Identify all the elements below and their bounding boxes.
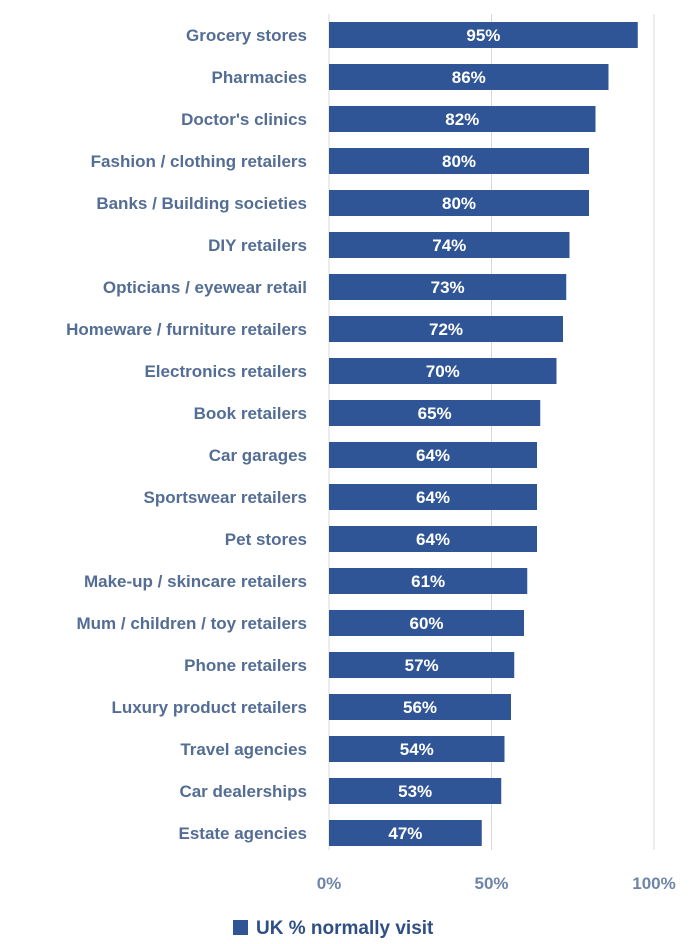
x-axis-ticks: 0% 50% 100% xyxy=(317,874,676,893)
bar xyxy=(329,694,511,720)
bar-value-label: 61% xyxy=(411,572,445,591)
bar-value-label: 95% xyxy=(466,26,500,45)
bar-value-label: 60% xyxy=(409,614,443,633)
legend-label: UK % normally visit xyxy=(256,918,434,939)
bar-value-label: 64% xyxy=(416,446,450,465)
bar xyxy=(329,442,537,468)
bar xyxy=(329,736,505,762)
bar-value-label: 47% xyxy=(388,824,422,843)
bar-value-label: 80% xyxy=(442,152,476,171)
category-label: Pharmacies xyxy=(212,68,307,87)
category-label: Homeware / furniture retailers xyxy=(66,320,307,339)
category-label: Mum / children / toy retailers xyxy=(76,614,307,633)
bar-value-label: 74% xyxy=(432,236,466,255)
category-label: Electronics retailers xyxy=(144,362,307,381)
bar-value-label: 86% xyxy=(452,68,486,87)
bar-value-label: 65% xyxy=(418,404,452,423)
category-label: Travel agencies xyxy=(180,740,307,759)
bar-value-label: 53% xyxy=(398,782,432,801)
bar xyxy=(329,22,638,48)
bar xyxy=(329,400,541,426)
bars xyxy=(329,22,638,846)
bar xyxy=(329,820,482,846)
bar-value-label: 64% xyxy=(416,488,450,507)
bar xyxy=(329,190,589,216)
bar xyxy=(329,526,537,552)
category-label: Fashion / clothing retailers xyxy=(91,152,307,171)
category-label: Car garages xyxy=(209,446,307,465)
bar xyxy=(329,274,567,300)
bar xyxy=(329,652,515,678)
legend: UK % normally visit xyxy=(233,918,434,939)
bar-value-label: 54% xyxy=(400,740,434,759)
bar xyxy=(329,568,528,594)
bar xyxy=(329,778,502,804)
category-label: Banks / Building societies xyxy=(96,194,307,213)
category-label: Car dealerships xyxy=(179,782,307,801)
bar-value-label: 72% xyxy=(429,320,463,339)
legend-swatch xyxy=(233,920,248,935)
category-label: DIY retailers xyxy=(208,236,307,255)
category-label: Book retailers xyxy=(194,404,307,423)
bar xyxy=(329,148,589,174)
bar xyxy=(329,64,609,90)
bar xyxy=(329,106,596,132)
bar-value-label: 80% xyxy=(442,194,476,213)
category-label: Luxury product retailers xyxy=(111,698,307,717)
category-labels: Grocery stores Pharmacies Doctor's clinics… xyxy=(66,26,307,843)
category-label: Opticians / eyewear retail xyxy=(103,278,307,297)
bar xyxy=(329,316,563,342)
x-tick-label: 100% xyxy=(632,874,675,893)
bar xyxy=(329,484,537,510)
x-tick-label: 0% xyxy=(317,874,342,893)
data-labels: 95% 86% 82% 80% 80% 74% 73% 72% 70% 65% 64% 64% 64% 6… xyxy=(388,26,500,843)
bar-value-label: 73% xyxy=(431,278,465,297)
category-label: Make-up / skincare retailers xyxy=(84,572,307,591)
category-label: Doctor's clinics xyxy=(181,110,307,129)
bar-value-label: 82% xyxy=(445,110,479,129)
bar-value-label: 57% xyxy=(405,656,439,675)
gridlines xyxy=(328,14,655,850)
category-label: Pet stores xyxy=(225,530,307,549)
bar-value-label: 56% xyxy=(403,698,437,717)
category-label: Sportswear retailers xyxy=(144,488,307,507)
category-label: Phone retailers xyxy=(184,656,307,675)
x-tick-label: 50% xyxy=(474,874,508,893)
bar xyxy=(329,610,524,636)
category-label: Estate agencies xyxy=(178,824,307,843)
bar-value-label: 70% xyxy=(426,362,460,381)
category-label: Grocery stores xyxy=(186,26,307,45)
bar xyxy=(329,232,570,258)
bar-value-label: 64% xyxy=(416,530,450,549)
bar xyxy=(329,358,557,384)
